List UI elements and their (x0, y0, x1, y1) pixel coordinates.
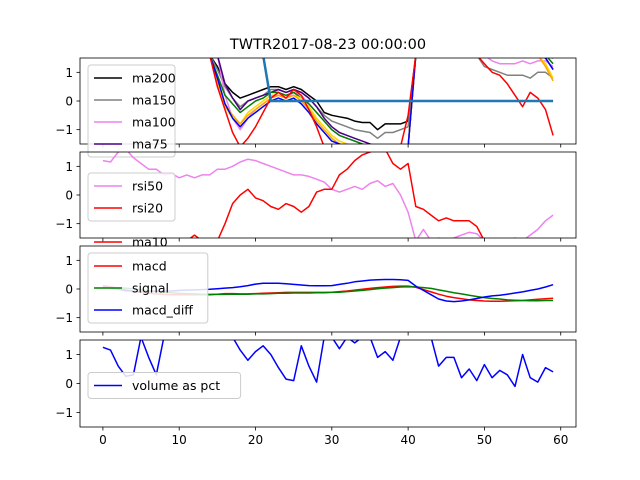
panels: −101 ma200ma150ma100ma75−101rsi50rsi20−10… (55, 57, 577, 431)
y-tick-label: −1 (55, 311, 73, 325)
series-line-ma75 (217, 58, 554, 144)
panel-2-lines (102, 152, 554, 238)
series-line-p1-7 (209, 58, 554, 144)
x-tick-label: 10 (172, 433, 187, 447)
legend-label: signal (132, 281, 169, 296)
overflow-legend-entry: ma10 (94, 235, 168, 250)
legend-label: volume as pct (132, 378, 220, 393)
y-tick-label: 1 (65, 66, 73, 80)
y-tick-label: 0 (65, 377, 73, 391)
legend-label: ma75 (132, 137, 168, 152)
legend-label: rsi50 (132, 179, 163, 194)
y-tick-label: −1 (55, 217, 73, 231)
series-line-p1-6 (209, 58, 554, 144)
panel-2-legend: rsi50 rsi20 (87, 172, 176, 222)
panel-1-legend: ma200 ma150 ma100 ma75 (87, 64, 176, 158)
legend-label: ma150 (132, 93, 176, 108)
series-line-rsi50 (102, 152, 554, 238)
x-tick-label: 20 (248, 433, 263, 447)
legend-label: ma10 (132, 235, 168, 250)
x-tick-label: 60 (553, 433, 568, 447)
x-tick-label: 40 (400, 433, 415, 447)
y-tick-label: −1 (55, 406, 73, 420)
panel-3-legend: macd signal macd_diff (87, 252, 209, 324)
panel-3: −1 0 1 macd signal macd_diff (55, 245, 577, 336)
panel-1: −1 0 1 ma200 ma150 ma100 ma75 (55, 57, 577, 158)
y-tick-label: 0 (65, 189, 73, 203)
x-tick-label: 50 (477, 433, 492, 447)
legend-label: rsi20 (132, 201, 163, 216)
series-line-rsi20 (189, 152, 484, 238)
legend-box (87, 372, 242, 399)
panel-4-legend: volume as pct (87, 372, 242, 399)
series-line-p1-9 (262, 58, 554, 103)
y-tick-label: 0 (65, 95, 73, 109)
series-line-p1-4 (210, 58, 554, 144)
panel-2: −1 0 1 rsi50 rsi20 (55, 151, 577, 242)
legend-box (87, 64, 176, 158)
y-tick-label: 0 (65, 283, 73, 297)
legend-label: macd_diff (132, 303, 193, 318)
panel-4: −1 0 1 volume as pct (55, 339, 577, 431)
y-tick-label: 1 (65, 348, 73, 362)
panel-1-lines (209, 58, 554, 144)
panel-4-lines (102, 340, 554, 388)
series-line-p1-5 (209, 58, 554, 144)
x-tick-label: 30 (324, 433, 339, 447)
legend-label: ma200 (132, 71, 176, 86)
series-line-volume-as-pct (102, 340, 554, 388)
y-tick-label: 1 (65, 160, 73, 174)
series-line-ma150 (210, 58, 554, 140)
x-axis: 0 10 20 30 40 50 60 (99, 433, 568, 447)
legend-label: ma100 (132, 115, 176, 130)
series-line-ma200 (210, 58, 554, 131)
legend-label: macd (132, 259, 167, 274)
legend-box (87, 252, 209, 324)
legend-box (87, 172, 176, 222)
y-tick-label: 1 (65, 254, 73, 268)
y-tick-label: −1 (55, 123, 73, 137)
x-tick-label: 0 (99, 433, 107, 447)
chart-title: TWTR2017-08-23 00:00:00 (229, 37, 426, 53)
